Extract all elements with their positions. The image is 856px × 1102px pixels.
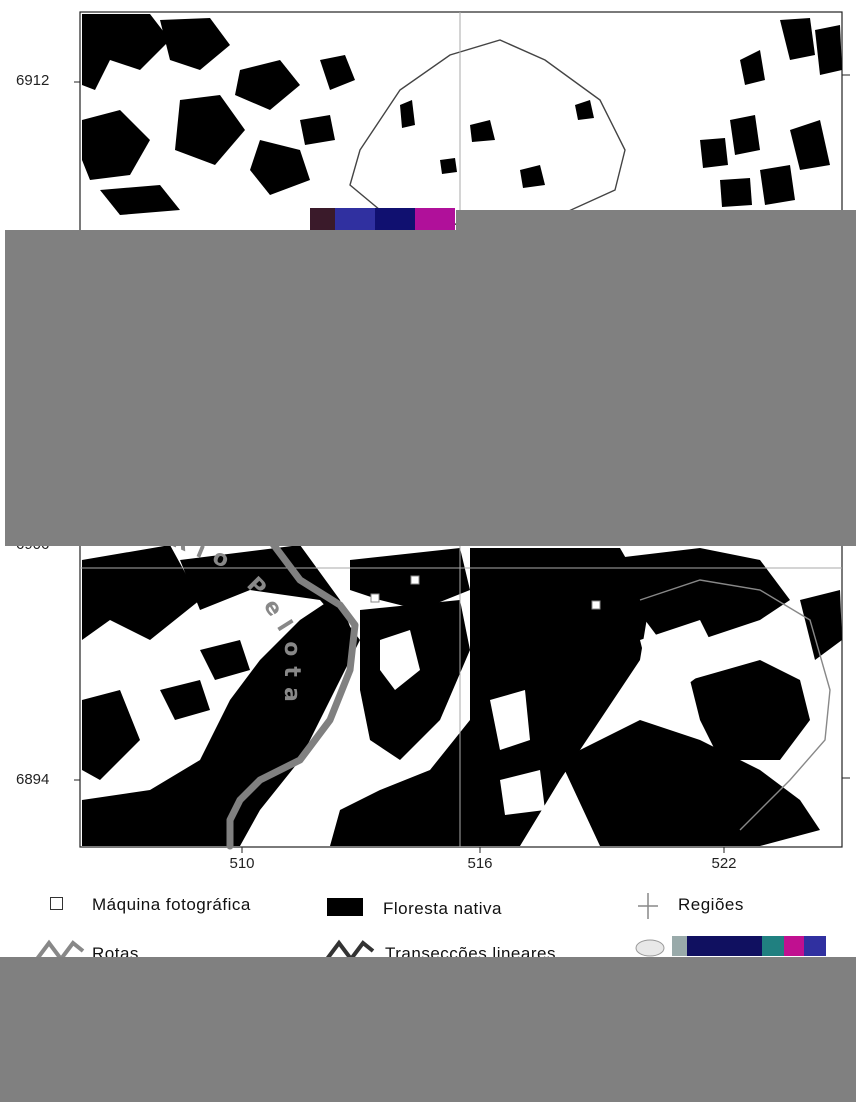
legend-label-transects: Transecções lineares <box>385 944 556 958</box>
x-tick-label-510: 510 <box>229 855 255 872</box>
x-tick-label-516: 516 <box>467 855 493 872</box>
x-tick-label-522: 522 <box>711 855 737 872</box>
redaction-block-top <box>5 230 856 546</box>
y-tick-label-6912: 6912 <box>16 72 50 89</box>
redaction-block-top-right <box>456 210 856 232</box>
camera-marker <box>410 575 420 585</box>
plus-cross-icon <box>638 893 658 919</box>
region-outline-right <box>639 579 831 831</box>
forest-patches <box>82 14 842 846</box>
colored-patch <box>310 208 455 230</box>
redaction-block-bottom <box>0 957 856 1102</box>
colored-patch-icon <box>635 936 826 957</box>
clearings <box>380 620 720 815</box>
camera-marker <box>591 600 601 610</box>
y-tick-label-6894: 6894 <box>16 771 50 788</box>
legend-label-regions: Regiões <box>678 895 744 914</box>
legend-label-camera: Máquina fotográfica <box>92 895 251 914</box>
legend-label-routes: Rotas <box>92 944 139 958</box>
black-rectangle-icon <box>327 898 363 916</box>
legend-label-forest: Floresta nativa <box>383 899 502 918</box>
river-line <box>226 536 359 850</box>
camera-square-icon <box>50 897 63 910</box>
camera-marker <box>370 593 380 603</box>
